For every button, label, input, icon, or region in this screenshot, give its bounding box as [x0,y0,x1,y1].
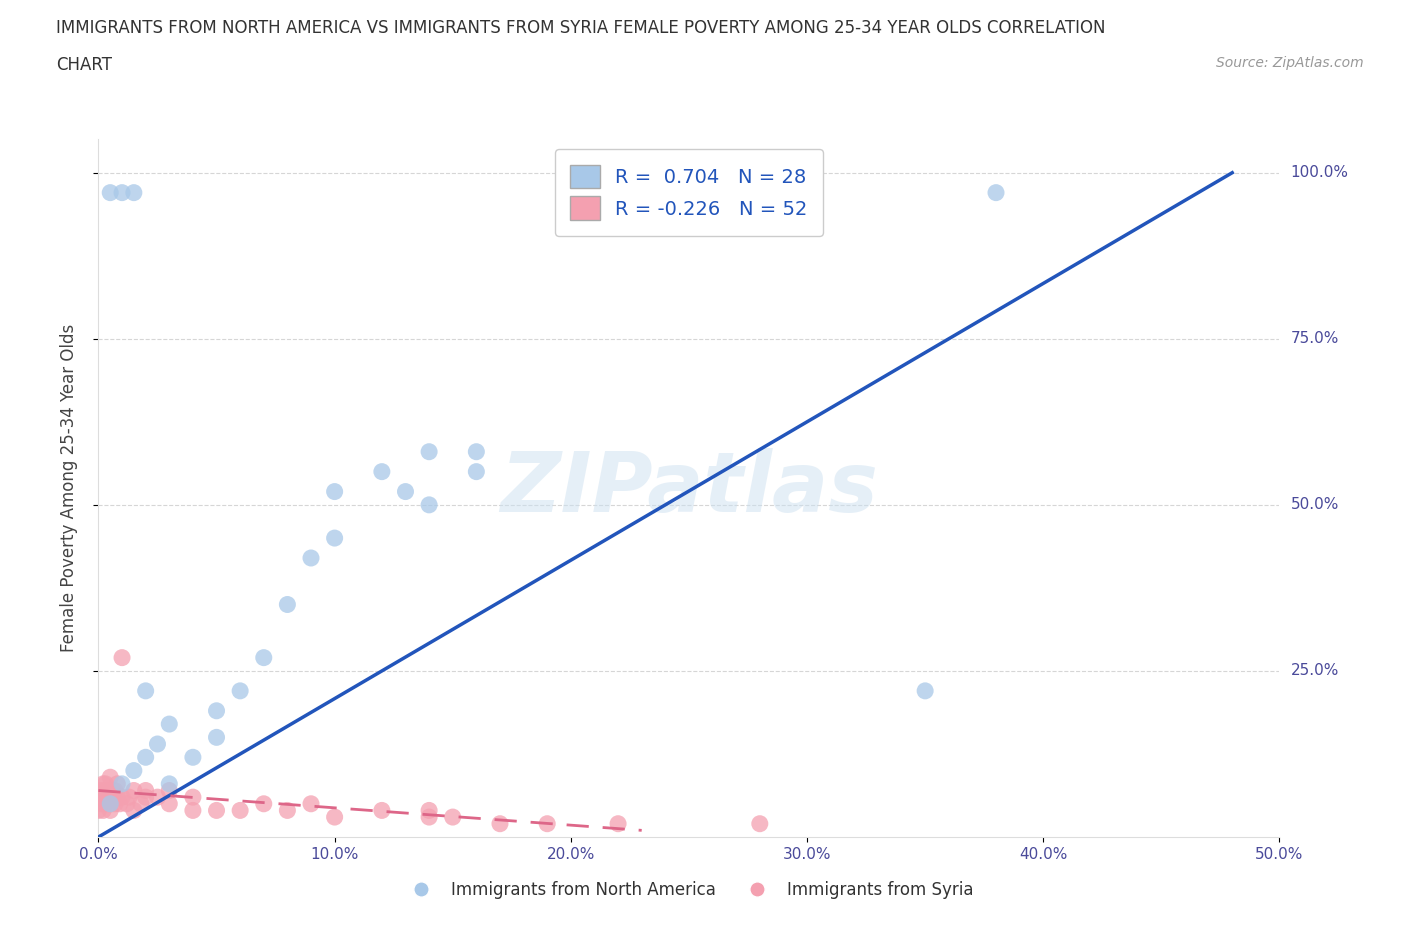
Point [465,464,488,479]
Point [94,790,117,804]
Point [98,796,121,811]
Point [98,803,121,817]
Point [97,783,120,798]
Point [90,796,112,811]
Point [181,803,204,817]
Point [276,803,298,817]
Point [135,783,157,798]
Point [607,817,630,831]
Point [276,597,298,612]
Text: Source: ZipAtlas.com: Source: ZipAtlas.com [1216,56,1364,70]
Point [323,531,346,546]
Point [111,185,134,200]
Text: 75.0%: 75.0% [1291,331,1339,346]
Point [418,498,440,512]
Point [94,783,117,798]
Text: 25.0%: 25.0% [1291,663,1339,678]
Point [108,796,131,811]
Point [111,790,134,804]
Point [111,650,134,665]
Point [984,185,1007,200]
Point [205,703,228,718]
Point [87,803,110,817]
Point [299,551,322,565]
Point [371,464,394,479]
Point [122,803,145,817]
Point [98,185,121,200]
Point [371,803,394,817]
Point [205,730,228,745]
Point [98,796,121,811]
Point [299,796,322,811]
Point [135,750,157,764]
Point [146,737,169,751]
Point [104,783,127,798]
Y-axis label: Female Poverty Among 25-34 Year Olds: Female Poverty Among 25-34 Year Olds [59,325,77,652]
Point [91,777,114,791]
Point [98,770,121,785]
Point [94,777,117,791]
Point [122,764,145,778]
Point [94,796,117,811]
Point [205,803,228,817]
Point [97,790,120,804]
Point [229,803,252,817]
Point [91,790,114,804]
Point [323,810,346,825]
Text: 100.0%: 100.0% [1291,166,1348,180]
Point [418,803,440,817]
Text: ZIPatlas: ZIPatlas [501,447,877,529]
Point [101,790,124,804]
Point [104,796,127,811]
Point [111,777,134,791]
Point [465,445,488,459]
Point [489,817,512,831]
Point [115,796,138,811]
Point [157,783,180,798]
Point [157,777,180,791]
Point [441,810,464,825]
Point [323,485,346,499]
Point [135,790,157,804]
Point [90,783,112,798]
Text: CHART: CHART [56,56,112,73]
Point [105,777,128,791]
Point [157,717,180,732]
Point [394,485,416,499]
Point [129,796,152,811]
Point [181,790,204,804]
Point [253,796,276,811]
Point [135,684,157,698]
Point [122,185,145,200]
Point [418,810,440,825]
Point [122,783,145,798]
Point [418,445,440,459]
Legend: Immigrants from North America, Immigrants from Syria: Immigrants from North America, Immigrant… [398,874,980,906]
Text: 50.0%: 50.0% [1291,498,1339,512]
Point [536,817,558,831]
Point [914,684,936,698]
Point [87,790,110,804]
Point [157,796,180,811]
Point [146,790,169,804]
Point [229,684,252,698]
Point [101,783,124,798]
Point [98,790,121,804]
Point [181,750,204,764]
Point [748,817,770,831]
Text: IMMIGRANTS FROM NORTH AMERICA VS IMMIGRANTS FROM SYRIA FEMALE POVERTY AMONG 25-3: IMMIGRANTS FROM NORTH AMERICA VS IMMIGRA… [56,19,1105,36]
Point [91,803,114,817]
Point [118,790,141,804]
Point [105,790,128,804]
Point [253,650,276,665]
